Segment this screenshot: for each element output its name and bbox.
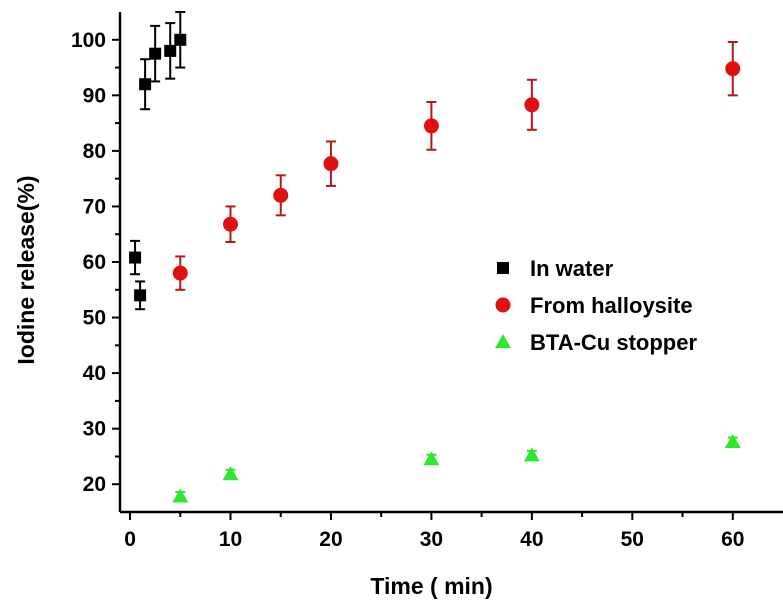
y-tick-label: 100 (71, 29, 106, 52)
legend-label: From halloysite (530, 293, 693, 318)
data-point (724, 434, 741, 448)
data-point (134, 289, 147, 302)
data-point (423, 118, 439, 134)
data-point (423, 451, 440, 466)
data-point (323, 156, 339, 172)
x-tick-label: 40 (520, 528, 543, 551)
data-point (523, 447, 540, 462)
x-tick-label: 0 (124, 528, 136, 551)
x-tick-label: 30 (420, 528, 443, 551)
data-point (172, 265, 188, 281)
data-point (172, 488, 189, 503)
data-point (273, 187, 289, 203)
y-tick-label: 50 (83, 307, 106, 330)
legend-label: In water (530, 256, 614, 281)
data-point (174, 33, 187, 46)
series-in-water (129, 11, 187, 311)
legend-marker (495, 334, 511, 348)
data-point (524, 97, 540, 113)
data-point (139, 78, 152, 91)
y-tick-label: 90 (83, 84, 106, 107)
y-axis-title: Iodine release(%) (13, 175, 39, 364)
data-point (223, 216, 238, 232)
legend-marker (497, 262, 509, 274)
series-bta-cu-stopper (172, 434, 741, 503)
y-tick-label: 60 (83, 251, 106, 274)
x-tick-label: 60 (721, 528, 744, 551)
data-point (222, 466, 239, 481)
data-point (129, 251, 142, 264)
y-tick-label: 40 (83, 362, 106, 385)
data-point (725, 61, 741, 77)
y-tick-label: 20 (83, 473, 106, 496)
y-tick-label: 30 (83, 418, 106, 441)
x-tick-label: 20 (319, 528, 342, 551)
x-axis-title: Time ( min) (370, 573, 492, 599)
legend: In water From halloysite BTA-Cu stopper (495, 256, 697, 355)
axes (118, 12, 783, 514)
x-tick-label: 10 (219, 528, 242, 551)
axis-ticks: 0 10 20 30 40 50 60 20 30 40 50 60 70 80 90 100 (71, 29, 744, 551)
y-tick-label: 80 (83, 140, 106, 163)
data-marks (129, 11, 741, 503)
legend-marker (495, 297, 511, 313)
series-from-halloysite (172, 41, 741, 291)
data-point (149, 47, 162, 60)
legend-label: BTA-Cu stopper (530, 330, 697, 355)
y-tick-label: 70 (83, 195, 106, 218)
x-tick-label: 50 (621, 528, 644, 551)
data-point (164, 44, 177, 57)
